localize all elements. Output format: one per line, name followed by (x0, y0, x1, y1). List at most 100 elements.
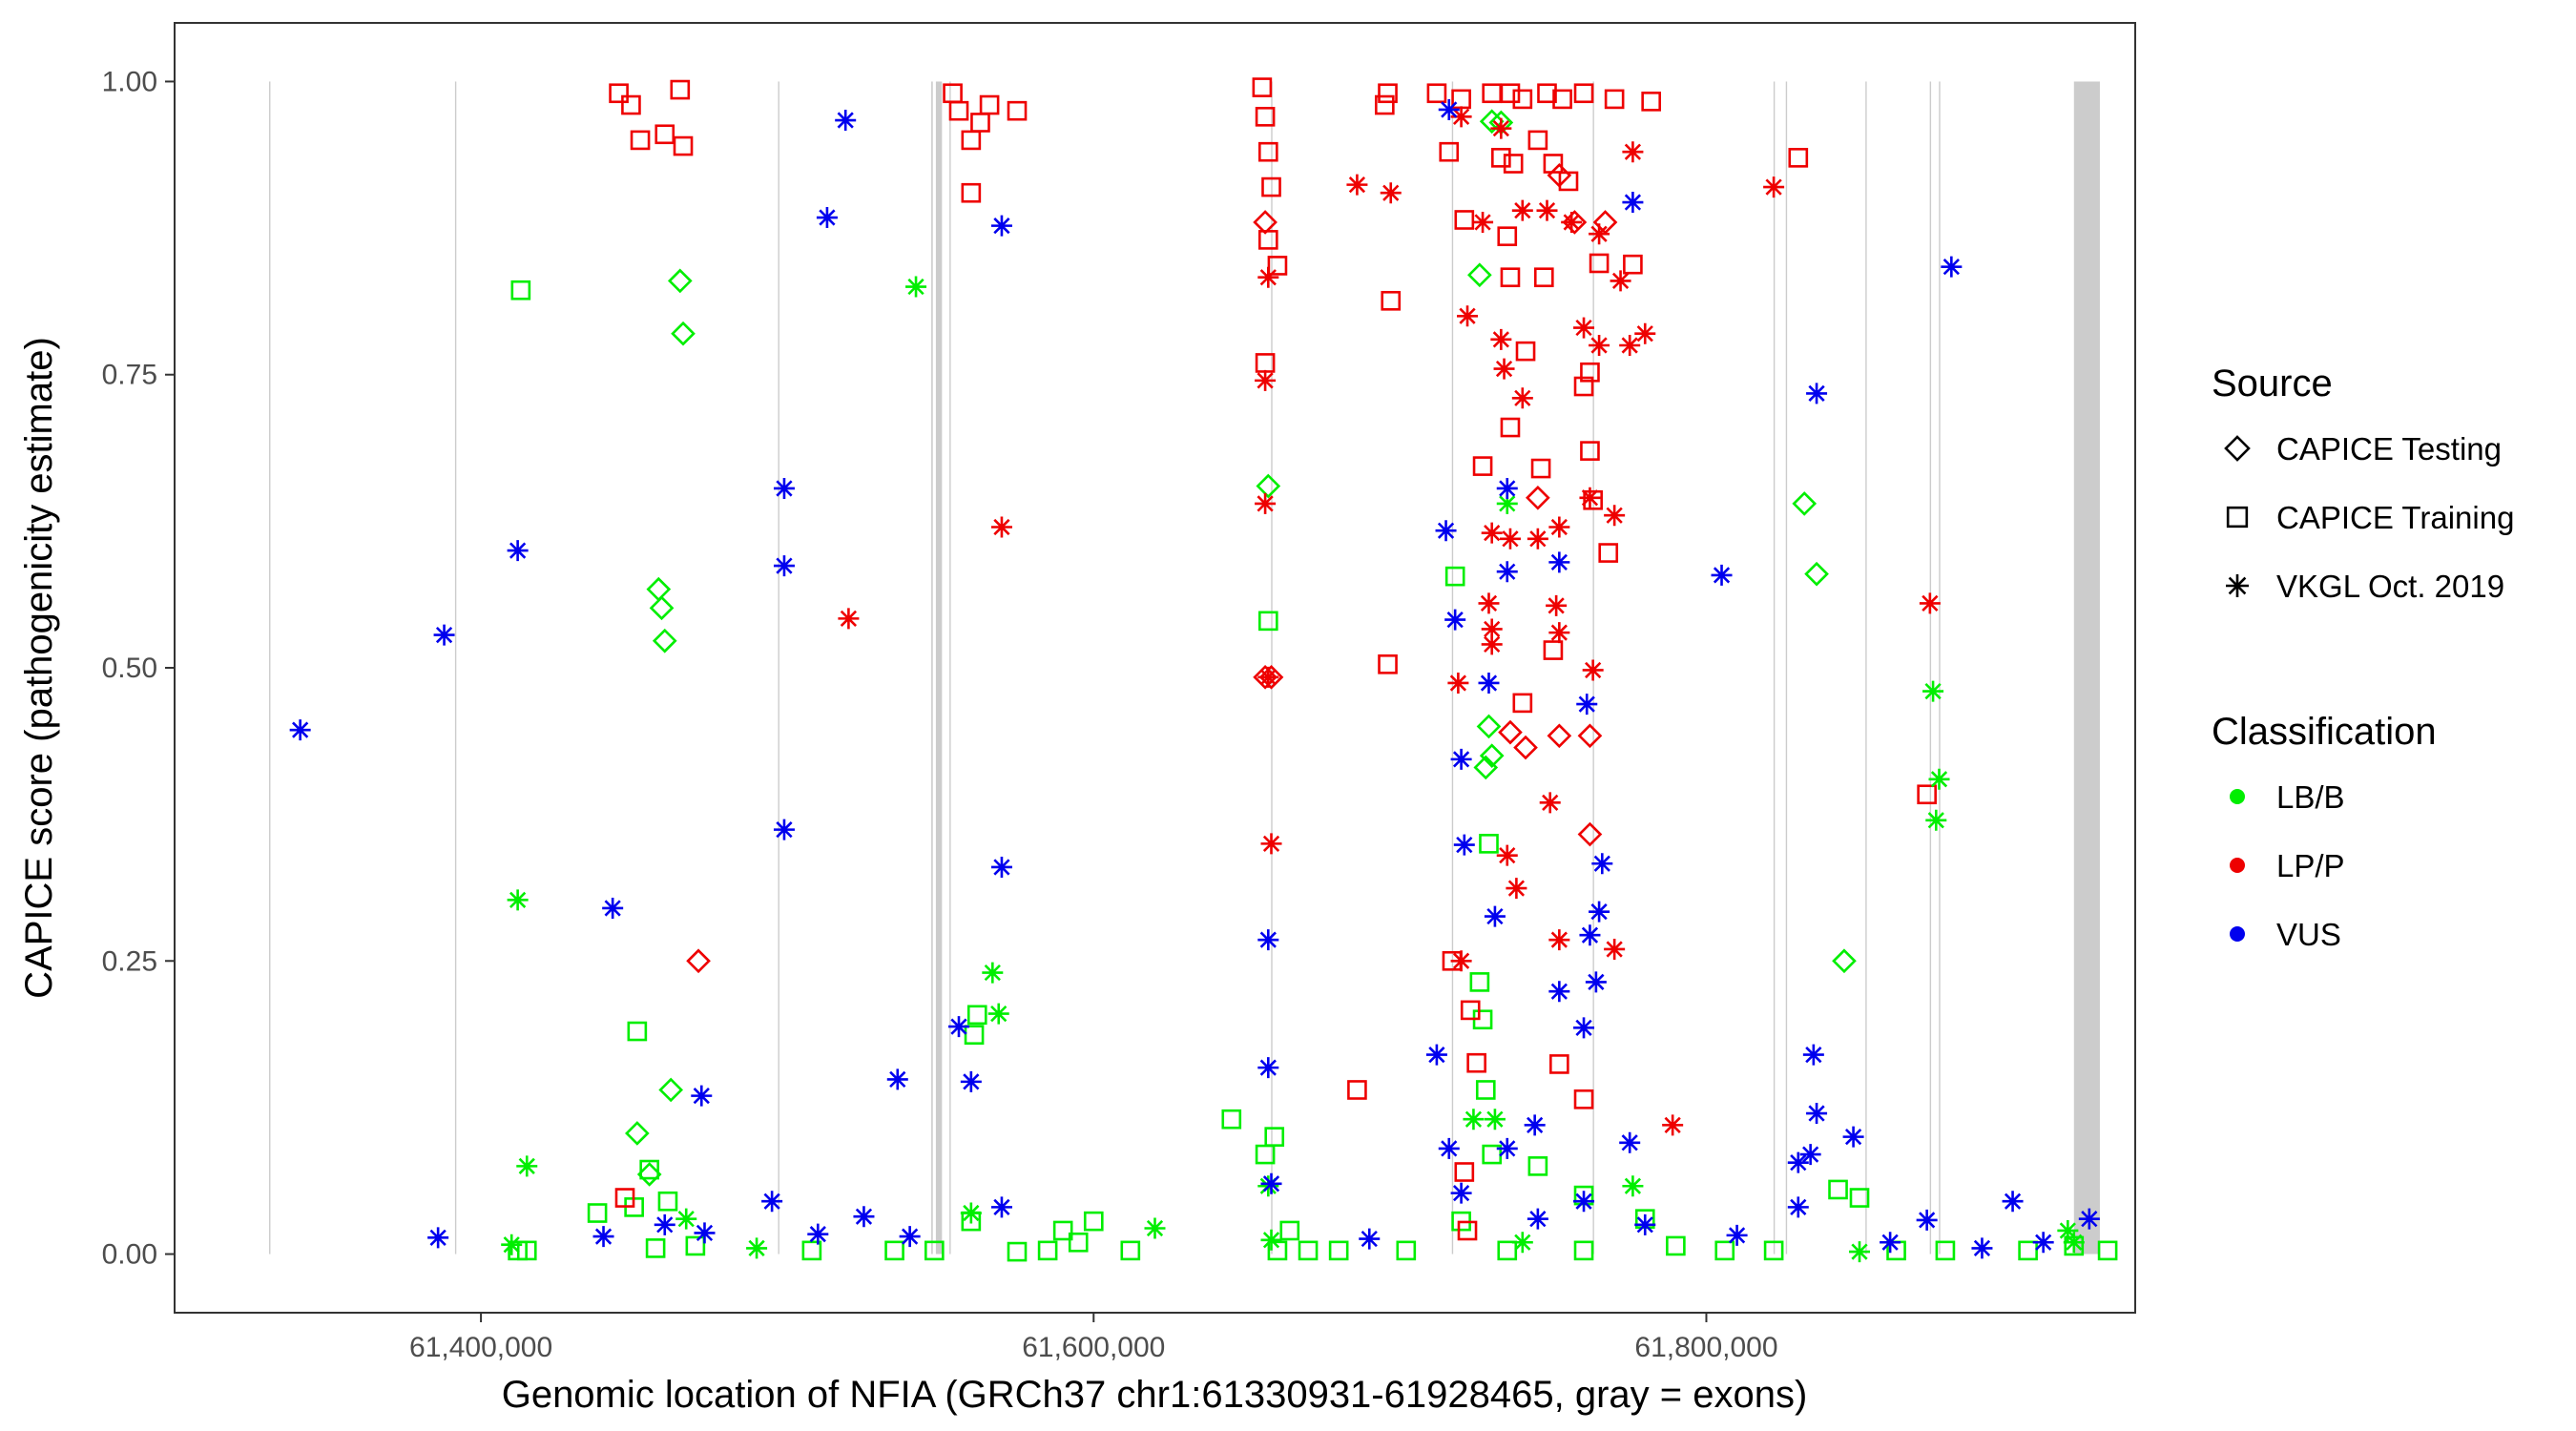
data-point (1573, 317, 1595, 339)
data-point (1666, 1235, 1686, 1256)
data-point (1435, 520, 1457, 542)
data-point (2078, 1208, 2100, 1230)
data-point (1512, 693, 1533, 714)
data-point (516, 1155, 538, 1177)
data-point (636, 1162, 662, 1187)
data-point (1267, 1240, 1288, 1261)
data-point (1346, 174, 1368, 196)
data-point (1526, 485, 1550, 510)
data-point (1378, 653, 1398, 674)
data-point (1500, 417, 1521, 438)
data-point (746, 1237, 768, 1259)
data-point (1634, 1213, 1656, 1235)
data-point (1463, 1109, 1485, 1130)
data-point (1500, 83, 1521, 104)
data-point (2002, 1191, 2024, 1213)
exon-band (949, 81, 951, 1255)
data-point (1450, 950, 1472, 972)
data-point (1916, 1209, 1938, 1231)
data-point (1496, 477, 1518, 499)
data-point (979, 94, 1000, 115)
data-point (1426, 83, 1447, 104)
data-point (1453, 834, 1475, 856)
data-point (433, 624, 455, 646)
data-point (1298, 1240, 1319, 1261)
data-point (1580, 362, 1600, 383)
data-point (1634, 322, 1656, 344)
data-point (1552, 89, 1572, 110)
data-point (592, 1226, 614, 1248)
data-point (1469, 972, 1490, 992)
exon-band (1929, 81, 1932, 1255)
data-point (1252, 77, 1273, 97)
data-point (671, 321, 696, 346)
data-point (1257, 666, 1279, 688)
data-point (1481, 618, 1503, 640)
data-point (1257, 611, 1278, 632)
data-point (654, 124, 675, 145)
data-point (1573, 83, 1594, 104)
data-point (1457, 1220, 1478, 1241)
data-point (948, 100, 969, 121)
data-point (1799, 1144, 1821, 1166)
data-point (1726, 1224, 1748, 1246)
data-point (1511, 199, 1533, 221)
data-point (1589, 901, 1610, 923)
x-axis: 61,400,000 61,600,000 61,800,000 (409, 1313, 1778, 1363)
data-point (1144, 1217, 1166, 1239)
data-point (1849, 1241, 1871, 1263)
exon-band (1773, 81, 1776, 1255)
data-point (1548, 622, 1570, 644)
data-point (1536, 199, 1558, 221)
data-point (1375, 94, 1395, 115)
data-point (1253, 210, 1278, 235)
data-point (1527, 1156, 1548, 1176)
data-point (652, 628, 677, 653)
data-point (1527, 130, 1548, 151)
data-point (1941, 256, 1963, 278)
data-point (501, 1234, 523, 1255)
data-point (966, 1005, 987, 1026)
x-tick-label: 61,400,000 (409, 1332, 552, 1363)
data-point (658, 1077, 684, 1103)
data-point (1935, 1240, 1956, 1261)
data-point (1052, 1220, 1073, 1241)
data-point (884, 1240, 904, 1261)
data-point (667, 268, 693, 294)
data-point (1255, 1144, 1276, 1165)
data-point (1849, 1188, 1870, 1208)
data-point (1496, 844, 1518, 866)
data-point (645, 1238, 666, 1258)
data-point (602, 897, 624, 919)
data-point (1591, 853, 1613, 875)
data-point (1763, 1240, 1784, 1261)
data-point (960, 1070, 982, 1092)
data-point (773, 819, 795, 840)
legend-classification-label: VUS (2276, 917, 2341, 952)
exon-band (778, 81, 779, 1255)
data-point (1450, 1182, 1472, 1204)
data-point (1530, 458, 1551, 479)
data-point (1481, 522, 1503, 544)
data-point (1484, 1109, 1506, 1130)
data-point (1579, 924, 1601, 946)
data-point (614, 1188, 635, 1208)
data-point (1583, 489, 1603, 510)
exon-band (1785, 81, 1788, 1255)
y-axis: 0.00 0.25 0.50 0.75 1.00 (102, 66, 175, 1271)
data-point (1493, 358, 1515, 380)
data-point (2063, 1232, 2085, 1254)
data-point (1260, 1229, 1282, 1251)
data-point (1577, 821, 1603, 847)
data-point (2032, 1232, 2054, 1254)
data-point (1478, 672, 1500, 694)
data-point (1438, 98, 1460, 120)
data-point (1922, 680, 1944, 702)
data-point (427, 1227, 449, 1249)
data-point (1792, 491, 1818, 516)
data-point (1503, 154, 1524, 174)
data-point (1450, 106, 1472, 128)
data-point (1622, 192, 1644, 214)
x-tick-label: 61,600,000 (1022, 1332, 1165, 1363)
legend-classification-title: Classification (2212, 711, 2437, 753)
